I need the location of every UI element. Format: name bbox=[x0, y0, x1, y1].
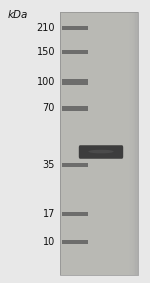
Text: 100: 100 bbox=[37, 77, 55, 87]
Bar bbox=[62, 79, 88, 85]
Bar bbox=[62, 106, 88, 110]
Bar bbox=[61, 12, 132, 275]
Bar bbox=[61, 12, 126, 275]
Bar bbox=[60, 12, 74, 275]
Bar bbox=[61, 12, 107, 275]
Bar bbox=[60, 12, 64, 275]
Bar bbox=[61, 12, 120, 275]
Bar bbox=[61, 12, 137, 275]
Bar bbox=[60, 12, 93, 275]
Bar bbox=[60, 12, 69, 275]
Bar bbox=[60, 12, 86, 275]
Bar bbox=[61, 12, 105, 275]
Bar bbox=[60, 12, 85, 275]
Bar bbox=[61, 12, 118, 275]
Text: kDa: kDa bbox=[8, 10, 28, 20]
Bar bbox=[61, 12, 116, 275]
Bar bbox=[61, 12, 102, 275]
Bar bbox=[60, 12, 80, 275]
Ellipse shape bbox=[88, 150, 114, 153]
Bar bbox=[60, 12, 70, 275]
Bar bbox=[61, 12, 125, 275]
Bar bbox=[61, 12, 94, 275]
Bar bbox=[62, 212, 88, 216]
Bar bbox=[61, 12, 115, 275]
Bar bbox=[60, 12, 87, 275]
Bar bbox=[60, 12, 90, 275]
Bar bbox=[60, 12, 72, 275]
Bar bbox=[60, 12, 63, 275]
Bar bbox=[60, 12, 68, 275]
Bar bbox=[61, 12, 99, 275]
Bar bbox=[61, 12, 138, 275]
FancyBboxPatch shape bbox=[79, 145, 123, 159]
Bar bbox=[61, 12, 109, 275]
Bar bbox=[61, 12, 130, 275]
Bar bbox=[61, 12, 111, 275]
Text: 35: 35 bbox=[43, 160, 55, 170]
Bar bbox=[60, 12, 61, 275]
Bar bbox=[61, 12, 135, 275]
Bar bbox=[60, 12, 138, 275]
Bar bbox=[60, 12, 91, 275]
Bar bbox=[62, 163, 88, 167]
Bar bbox=[61, 12, 128, 275]
Bar bbox=[61, 12, 103, 275]
Bar bbox=[60, 12, 65, 275]
Bar bbox=[61, 12, 133, 275]
Text: 210: 210 bbox=[36, 23, 55, 33]
Bar bbox=[60, 12, 78, 275]
Bar bbox=[62, 26, 88, 30]
Bar bbox=[60, 12, 138, 275]
Text: 70: 70 bbox=[43, 103, 55, 113]
Bar bbox=[61, 12, 98, 275]
Bar bbox=[60, 12, 81, 275]
Bar bbox=[61, 12, 129, 275]
Bar bbox=[61, 12, 112, 275]
Bar bbox=[60, 12, 66, 275]
Bar bbox=[60, 12, 82, 275]
Bar bbox=[61, 12, 121, 275]
Bar bbox=[61, 12, 95, 275]
Text: 10: 10 bbox=[43, 237, 55, 247]
Bar bbox=[61, 12, 108, 275]
Bar bbox=[61, 12, 113, 275]
Bar bbox=[60, 12, 89, 275]
Text: 150: 150 bbox=[36, 47, 55, 57]
Bar bbox=[60, 12, 76, 275]
Bar bbox=[61, 12, 117, 275]
Text: 17: 17 bbox=[43, 209, 55, 219]
Bar bbox=[61, 12, 134, 275]
Bar bbox=[61, 12, 104, 275]
Bar bbox=[61, 12, 122, 275]
Bar bbox=[62, 50, 88, 54]
Bar bbox=[61, 12, 124, 275]
Bar bbox=[60, 12, 83, 275]
Bar bbox=[60, 12, 73, 275]
Bar bbox=[62, 240, 88, 244]
Bar bbox=[61, 12, 96, 275]
Bar bbox=[60, 12, 77, 275]
Bar bbox=[61, 12, 100, 275]
